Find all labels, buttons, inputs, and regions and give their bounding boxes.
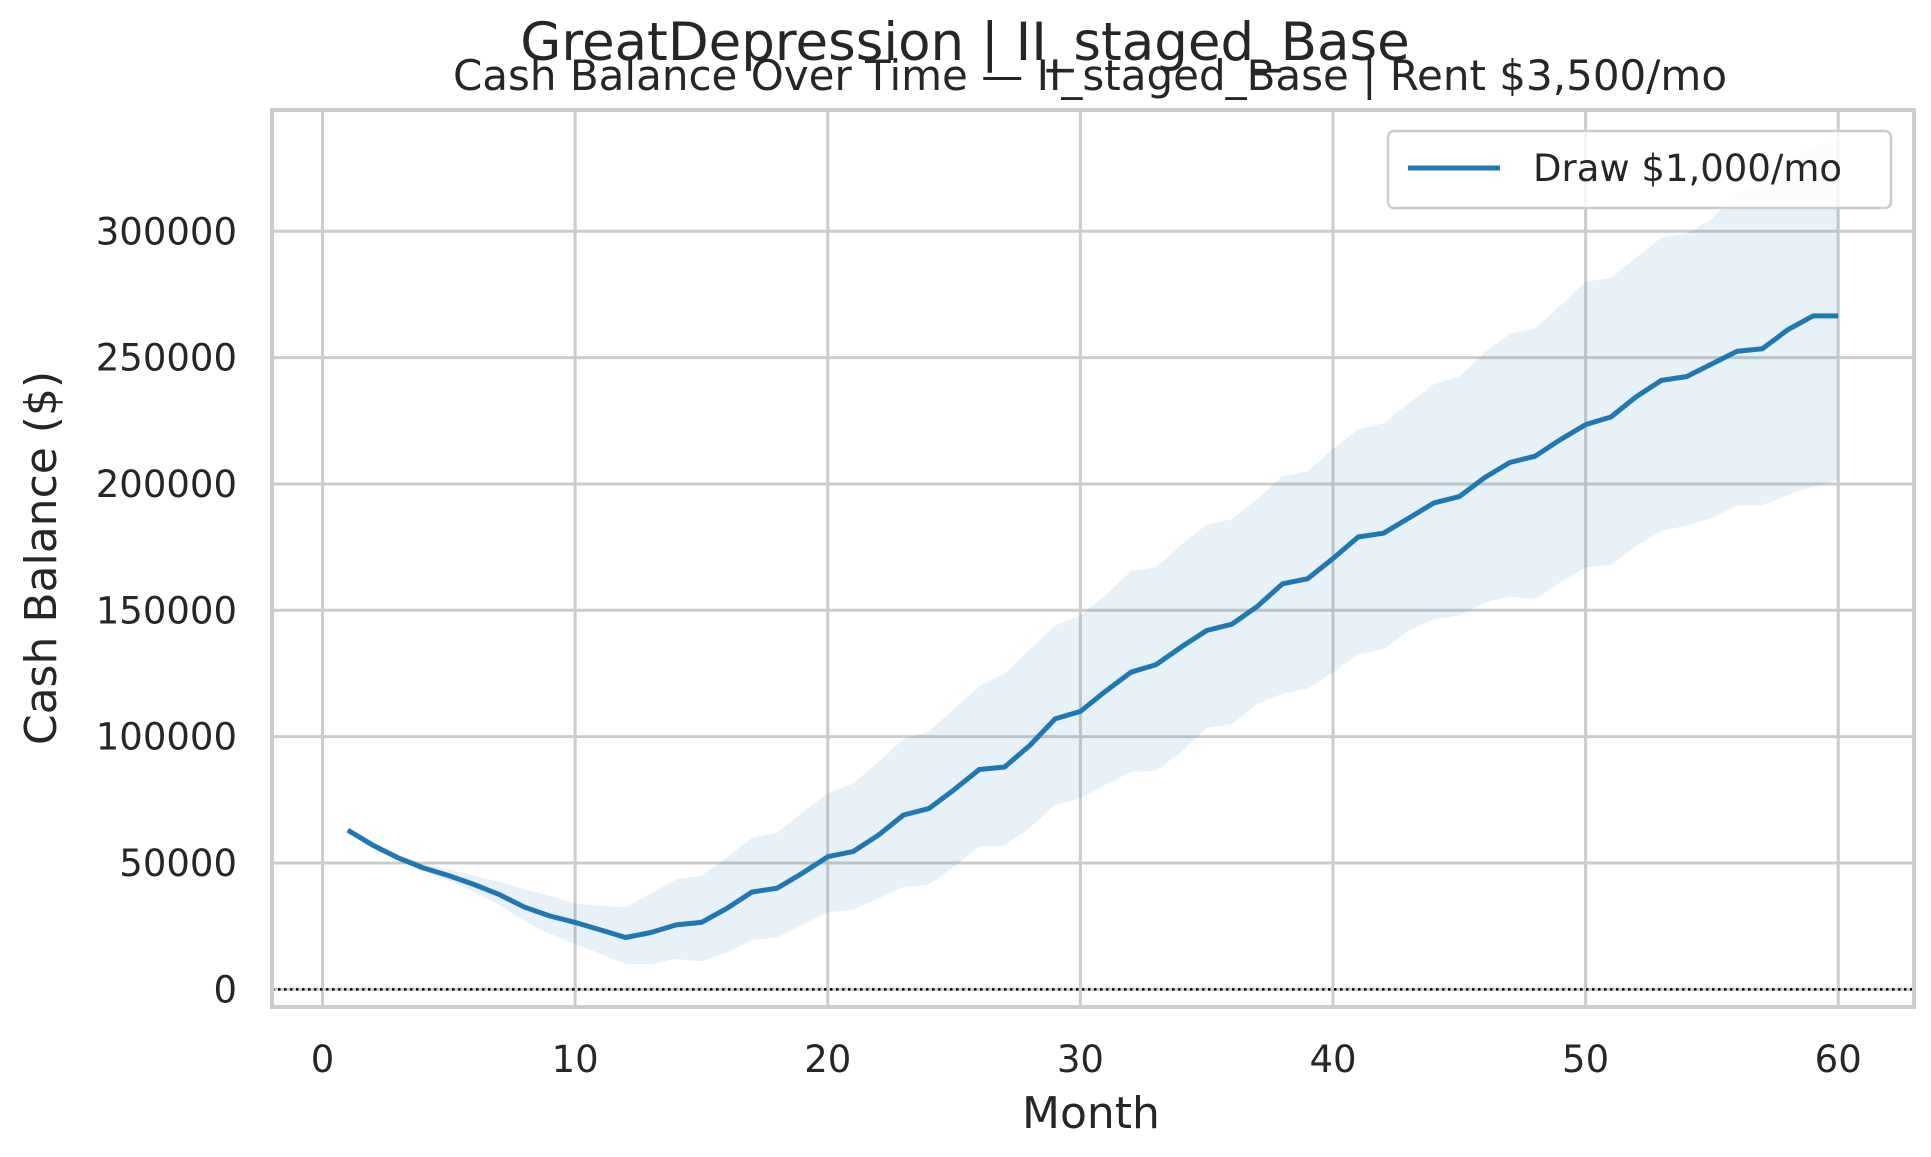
x-tick-labels: 0 10 20 30 40 50 60 (311, 1038, 1862, 1081)
y-tick-label: 200000 (96, 463, 237, 506)
y-gridlines (272, 229, 1914, 991)
y-tick-label: 300000 (96, 210, 237, 253)
legend: Draw $1,000/mo (1386, 129, 1893, 210)
chart-suptitle: GreatDepression | II_staged_Base (520, 12, 1409, 73)
y-tick-labels: 0 50000 100000 150000 200000 250000 300000 (96, 210, 237, 1011)
series-line-draw (346, 313, 1839, 940)
y-tick-label: 0 (213, 968, 237, 1011)
x-gridlines (321, 110, 1840, 1007)
x-tick-label: 30 (1057, 1038, 1104, 1081)
x-tick-label: 20 (804, 1038, 851, 1081)
x-tick-label: 0 (311, 1038, 335, 1081)
plot-frame (270, 108, 1916, 1009)
legend-label: Draw $1,000/mo (1533, 147, 1842, 190)
legend-box (1386, 129, 1893, 210)
y-tick-label: 250000 (96, 337, 237, 380)
y-tick-label: 100000 (96, 716, 237, 759)
series-band (347, 140, 1839, 965)
x-tick-label: 10 (552, 1038, 599, 1081)
x-tick-label: 50 (1562, 1038, 1609, 1081)
x-tick-label: 60 (1815, 1038, 1862, 1081)
y-axis-label: Cash Balance ($) (16, 371, 67, 745)
x-axis-label: Month (1022, 1088, 1160, 1139)
y-tick-label: 50000 (119, 842, 237, 885)
y-tick-label: 150000 (96, 589, 237, 632)
chart-title: Cash Balance Over Time — II_staged_Base … (453, 51, 1727, 100)
x-tick-label: 40 (1309, 1038, 1356, 1081)
